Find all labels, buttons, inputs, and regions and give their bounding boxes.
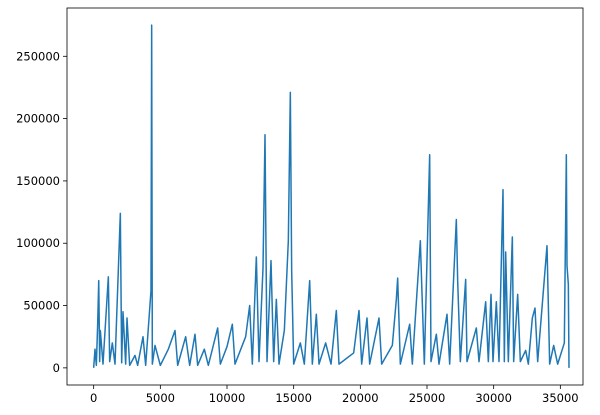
- y-tick-label: 200000: [16, 112, 60, 126]
- x-tick-label: 10000: [209, 391, 246, 405]
- y-tick-label: 0: [53, 361, 60, 375]
- x-tick-label: 35000: [542, 391, 579, 405]
- x-tick-label: 20000: [342, 391, 379, 405]
- x-tick-label: 0: [90, 391, 97, 405]
- axes-frame: [66, 7, 584, 386]
- x-tick-label: 25000: [409, 391, 446, 405]
- y-tick-label: 50000: [23, 299, 60, 313]
- y-tick-label: 150000: [16, 174, 60, 188]
- data-line: [92, 24, 570, 368]
- x-tick-label: 5000: [146, 391, 175, 405]
- y-tick-label: 250000: [16, 49, 60, 63]
- y-tick-label: 100000: [16, 236, 60, 250]
- x-tick-label: 30000: [475, 391, 512, 405]
- x-tick-label: 15000: [275, 391, 312, 405]
